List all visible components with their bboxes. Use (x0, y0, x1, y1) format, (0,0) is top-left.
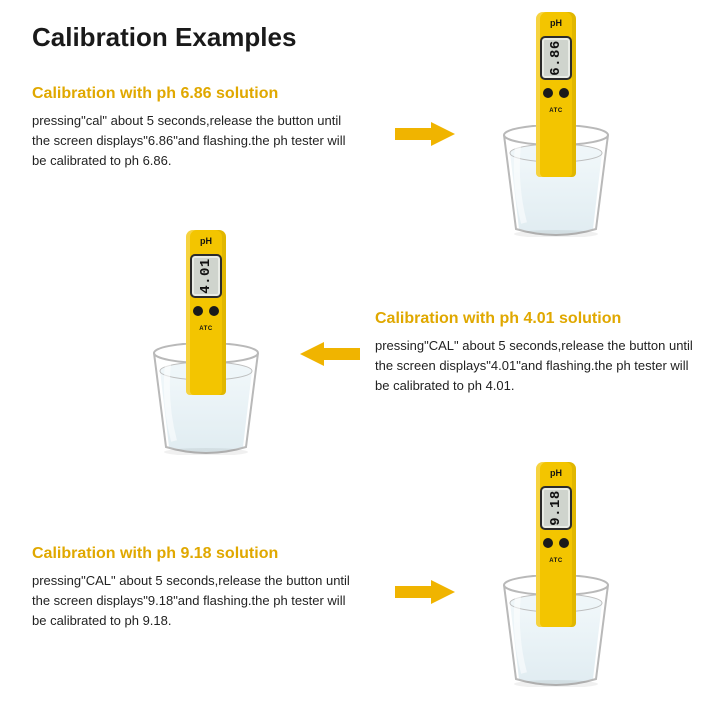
atc-label: ATC (536, 108, 576, 114)
calibration-step-text-918: Calibration with ph 9.18 solution pressin… (32, 545, 352, 631)
step-body: pressing"CAL" about 5 seconds,release th… (375, 336, 695, 396)
step-heading: Calibration with ph 4.01 solution (375, 310, 695, 328)
ph-meter-in-glass-686: pH 6.86 ATC (480, 12, 630, 237)
meter-buttons (186, 306, 226, 316)
step-heading: Calibration with ph 9.18 solution (32, 545, 352, 563)
arrow-right-icon (395, 580, 455, 604)
ph-meter-in-glass-918: pH 9.18 ATC (480, 462, 630, 687)
arrow-left-icon (300, 342, 360, 366)
meter-screen: 6.86 (540, 36, 572, 80)
cal-button-icon (559, 538, 569, 548)
meter-buttons (536, 88, 576, 98)
on-off-button-icon (193, 306, 203, 316)
atc-label: ATC (186, 326, 226, 332)
step-body: pressing"CAL" about 5 seconds,release th… (32, 571, 352, 631)
step-body: pressing"cal" about 5 seconds,release th… (32, 111, 352, 171)
ph-meter-body: pH 9.18 ATC (536, 462, 576, 627)
ph-label: pH (536, 468, 576, 478)
ph-meter-in-glass-401: pH 4.01 ATC (130, 230, 280, 455)
cal-button-icon (209, 306, 219, 316)
meter-screen: 9.18 (540, 486, 572, 530)
meter-buttons (536, 538, 576, 548)
ph-meter-body: pH 6.86 ATC (536, 12, 576, 177)
meter-reading: 9.18 (548, 490, 564, 526)
cal-button-icon (559, 88, 569, 98)
on-off-button-icon (543, 88, 553, 98)
ph-label: pH (536, 18, 576, 28)
on-off-button-icon (543, 538, 553, 548)
calibration-step-text-401: Calibration with ph 4.01 solution pressin… (375, 310, 695, 396)
meter-screen: 4.01 (190, 254, 222, 298)
atc-label: ATC (536, 558, 576, 564)
page-title: Calibration Examples (32, 22, 296, 53)
step-heading: Calibration with ph 6.86 solution (32, 85, 352, 103)
ph-label: pH (186, 236, 226, 246)
meter-reading: 4.01 (198, 258, 214, 294)
arrow-right-icon (395, 122, 455, 146)
calibration-step-text-686: Calibration with ph 6.86 solution pressin… (32, 85, 352, 171)
meter-reading: 6.86 (548, 40, 564, 76)
ph-meter-body: pH 4.01 ATC (186, 230, 226, 395)
